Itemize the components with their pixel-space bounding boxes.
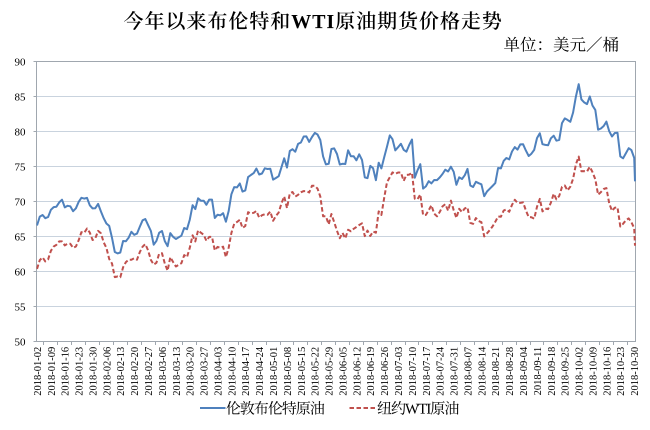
svg-text:2018-10-23: 2018-10-23 (616, 347, 627, 396)
svg-text:2018-02-20: 2018-02-20 (130, 347, 141, 396)
svg-text:60: 60 (15, 266, 27, 278)
svg-text:2018-06-26: 2018-06-26 (380, 347, 391, 396)
svg-text:2018-08-07: 2018-08-07 (463, 347, 474, 396)
svg-text:2018-02-13: 2018-02-13 (116, 347, 127, 396)
svg-text:2018-08-14: 2018-08-14 (477, 346, 488, 396)
svg-text:2018-03-20: 2018-03-20 (186, 347, 197, 396)
svg-text:2018-04-10: 2018-04-10 (227, 347, 238, 396)
svg-text:65: 65 (15, 231, 27, 243)
svg-text:2018-02-06: 2018-02-06 (102, 347, 113, 396)
svg-text:2018-07-10: 2018-07-10 (408, 347, 419, 396)
svg-text:2018-10-02: 2018-10-02 (575, 347, 586, 396)
svg-text:2018-10-30: 2018-10-30 (630, 347, 641, 396)
svg-text:2018-09-04: 2018-09-04 (519, 346, 530, 396)
svg-text:2018-01-23: 2018-01-23 (75, 347, 86, 396)
svg-text:2018-07-17: 2018-07-17 (422, 347, 433, 396)
svg-text:2018-10-09: 2018-10-09 (588, 347, 599, 396)
svg-text:55: 55 (15, 301, 27, 313)
svg-text:2018-08-28: 2018-08-28 (505, 347, 516, 396)
svg-text:2018-09-11: 2018-09-11 (533, 347, 544, 396)
svg-text:2018-06-12: 2018-06-12 (352, 347, 363, 396)
svg-text:2018-05-15: 2018-05-15 (297, 347, 308, 396)
svg-text:2018-03-13: 2018-03-13 (172, 347, 183, 396)
svg-text:2018-02-27: 2018-02-27 (144, 347, 155, 396)
svg-text:2018-07-03: 2018-07-03 (394, 347, 405, 396)
svg-text:2018-08-21: 2018-08-21 (491, 347, 502, 396)
svg-text:2018-07-24: 2018-07-24 (436, 346, 447, 396)
svg-text:85: 85 (15, 91, 27, 103)
svg-text:2018-01-16: 2018-01-16 (61, 347, 72, 396)
svg-text:2018-05-29: 2018-05-29 (325, 347, 336, 396)
svg-text:2018-09-18: 2018-09-18 (547, 347, 558, 396)
svg-text:2018-03-06: 2018-03-06 (158, 347, 169, 396)
svg-text:2018-03-27: 2018-03-27 (200, 347, 211, 396)
svg-text:2018-09-25: 2018-09-25 (561, 347, 572, 396)
svg-text:90: 90 (15, 56, 27, 68)
svg-text:2018-05-01: 2018-05-01 (269, 347, 280, 396)
svg-text:2018-04-17: 2018-04-17 (241, 347, 252, 396)
svg-text:2018-05-08: 2018-05-08 (283, 347, 294, 396)
svg-text:2018-01-09: 2018-01-09 (47, 347, 58, 396)
svg-text:2018-06-19: 2018-06-19 (366, 347, 377, 396)
svg-text:50: 50 (15, 336, 27, 348)
svg-text:2018-01-02: 2018-01-02 (33, 347, 44, 396)
svg-text:75: 75 (15, 161, 27, 173)
svg-text:2018-05-22: 2018-05-22 (311, 347, 322, 396)
svg-text:2018-01-30: 2018-01-30 (89, 347, 100, 396)
svg-text:2018-04-03: 2018-04-03 (214, 347, 225, 396)
svg-text:70: 70 (15, 196, 27, 208)
svg-text:2018-06-05: 2018-06-05 (338, 347, 349, 396)
svg-text:2018-04-24: 2018-04-24 (255, 346, 266, 396)
svg-text:80: 80 (15, 126, 27, 138)
svg-text:2018-10-16: 2018-10-16 (602, 347, 613, 396)
svg-text:2018-07-31: 2018-07-31 (450, 347, 461, 396)
